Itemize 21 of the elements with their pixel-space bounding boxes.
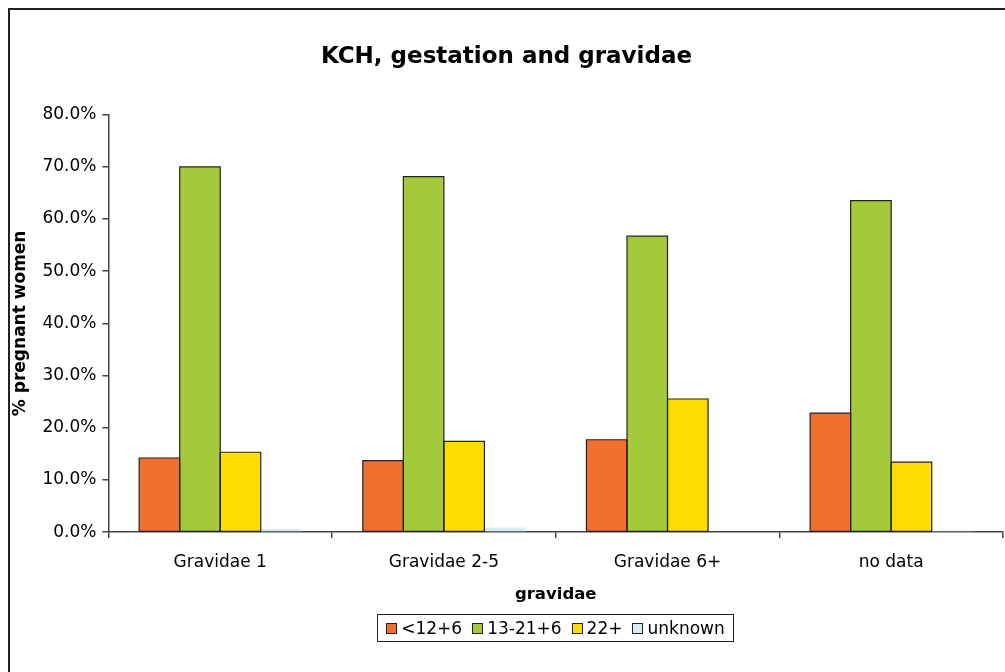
legend-label: unknown xyxy=(647,618,725,638)
y-tick-label: 60.0% xyxy=(42,207,97,228)
y-axis-title: % pregnant women xyxy=(8,230,29,417)
y-tick-label: 30.0% xyxy=(42,363,97,384)
y-tick-label: 50.0% xyxy=(42,259,97,280)
y-tick-label: 0.0% xyxy=(53,520,97,541)
y-tick-label: 40.0% xyxy=(42,311,97,332)
bar xyxy=(484,527,525,532)
x-tick-label: no data xyxy=(858,550,924,571)
legend-label: 13-21+6 xyxy=(487,618,562,638)
y-tick-label: 20.0% xyxy=(42,416,97,437)
x-tick-label: Gravidae 2-5 xyxy=(388,550,499,571)
y-tick-label: 80.0% xyxy=(42,103,97,124)
x-tick-label: Gravidae 6+ xyxy=(613,550,722,571)
legend-label: 22+ xyxy=(586,618,623,638)
legend-label: <12+6 xyxy=(401,618,463,638)
x-tick-label: Gravidae 1 xyxy=(173,550,267,571)
x-axis-title: gravidae xyxy=(514,584,597,604)
chart-title: KCH, gestation and gravidae xyxy=(320,41,693,68)
y-tick-label: 70.0% xyxy=(42,155,97,176)
y-tick-label: 10.0% xyxy=(42,468,97,489)
